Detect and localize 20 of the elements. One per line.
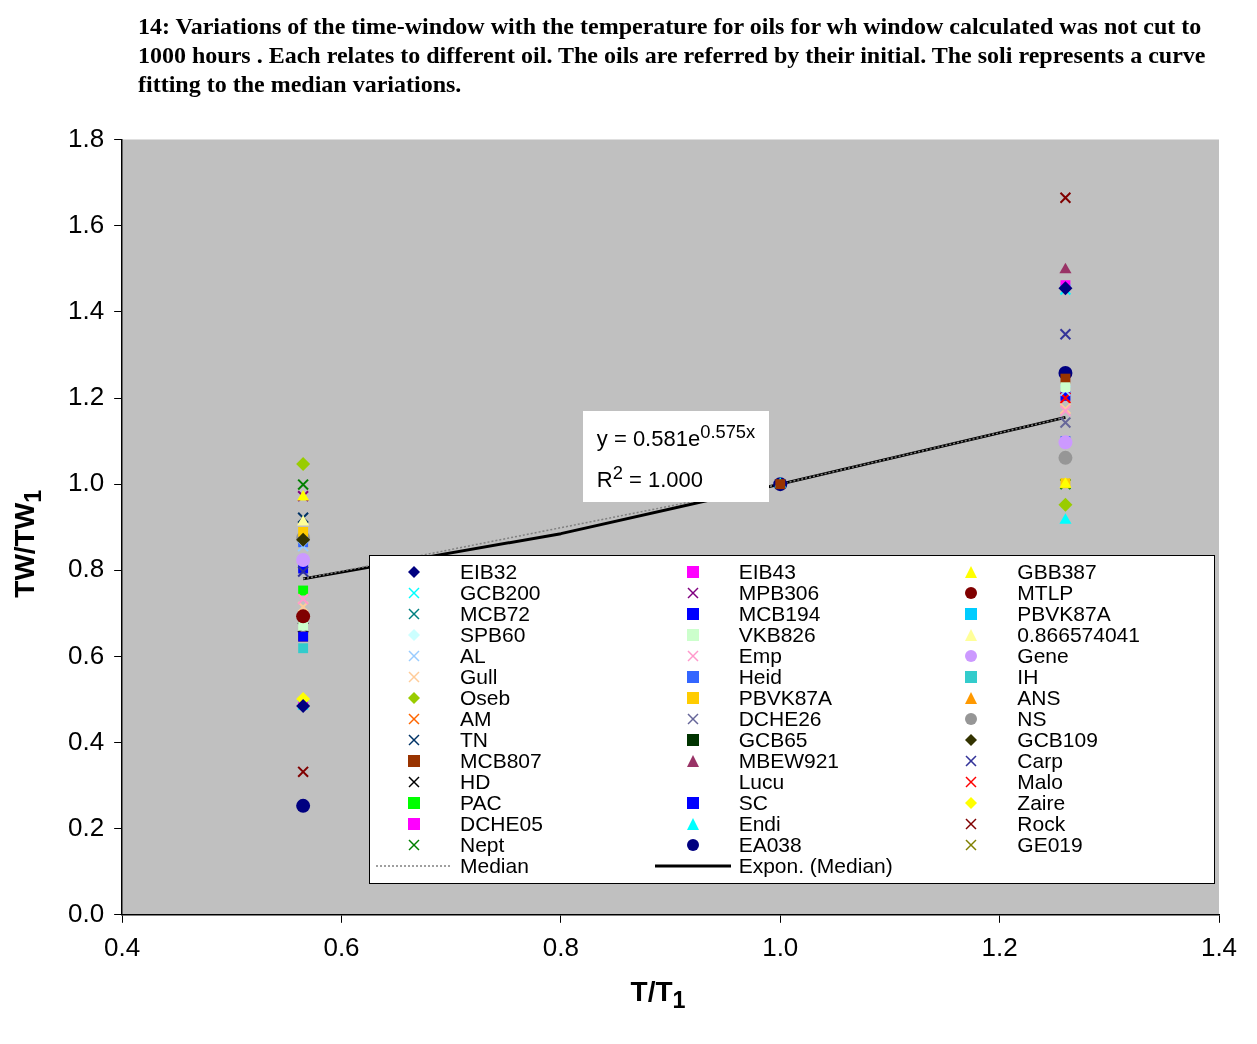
- x-tick-label: 0.6: [323, 931, 360, 962]
- text: 14: Variations of the time-window with the temperature for oils for wh window calculated was not cut to 1000 hours . Each relates to different oil. The oils are referred by their initial. The soli represents a curve fitting to the median variations.: [137, 12, 1207, 99]
- y-tick-label: 1.6: [67, 208, 105, 239]
- x-tick-label: 1.4: [1200, 931, 1238, 962]
- annotation: R$^{2}$ = 1.000: [596, 461, 705, 495]
- y-tick-label: 0.6: [67, 639, 105, 670]
- y-tick-label: 0.8: [67, 553, 105, 584]
- y-tick-label: 0.4: [67, 725, 105, 756]
- y-tick-label: 0.0: [67, 897, 105, 928]
- x-tick-label: 0.4: [104, 931, 141, 962]
- x-tick-label: 0.8: [542, 931, 579, 962]
- annotation: y = 0.581e$^{0.575x}$: [596, 419, 756, 454]
- y-tick-label: 1.8: [67, 122, 105, 153]
- y-tick-label: 1.4: [67, 295, 105, 326]
- y-tick-label: 0.2: [67, 811, 105, 842]
- x-axis-title: T/T$_{1}$: [629, 976, 687, 1014]
- y-tick-label: 1.0: [67, 467, 105, 498]
- x-tick-label: 1.2: [981, 931, 1018, 962]
- y-tick-label: 1.2: [67, 381, 105, 412]
- x-tick-label: 1.0: [762, 931, 799, 962]
